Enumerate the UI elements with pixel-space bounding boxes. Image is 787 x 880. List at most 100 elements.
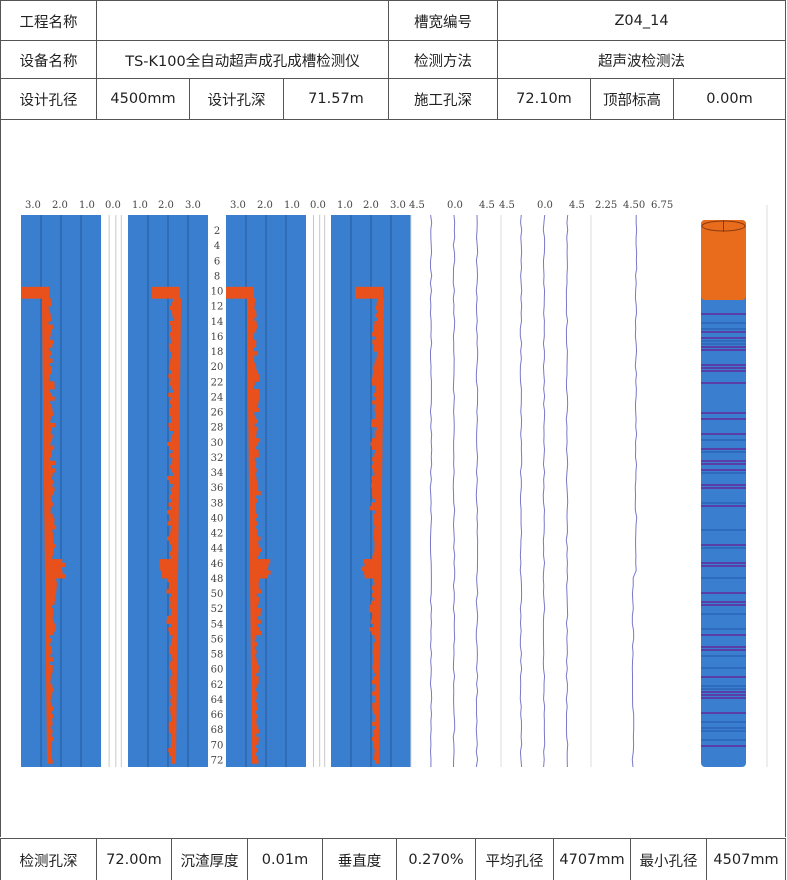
anomaly-mark — [170, 324, 181, 329]
anomaly-mark — [170, 683, 177, 689]
anomaly-mark — [46, 698, 51, 704]
anomaly-mark — [364, 574, 382, 579]
anomaly-mark — [171, 468, 180, 473]
anomaly-mark — [371, 438, 383, 443]
cylinder-band — [701, 649, 746, 651]
depth-tick-label: 54 — [211, 619, 224, 630]
anomaly-mark — [44, 555, 53, 560]
anomaly-mark — [46, 687, 54, 692]
anomaly-mark — [377, 309, 384, 314]
anomaly-mark — [372, 589, 381, 594]
anomaly-mark — [251, 680, 259, 685]
anomaly-mark — [251, 755, 257, 760]
anomaly-mark — [171, 759, 176, 764]
anomaly-mark — [251, 691, 258, 696]
anomaly-mark — [249, 566, 268, 571]
anomaly-mark — [45, 657, 54, 662]
anomaly-mark — [44, 562, 66, 568]
det-depth-label: 检测孔深 — [0, 839, 96, 880]
anomaly-mark — [166, 619, 178, 624]
anomaly-mark — [169, 604, 178, 609]
design-dia-value: 4500mm — [96, 79, 189, 119]
anomaly-mark — [168, 494, 179, 500]
anomaly-mark — [249, 570, 271, 575]
anomaly-mark — [41, 301, 52, 307]
anomaly-mark — [45, 627, 56, 632]
anomaly-mark — [46, 691, 53, 696]
anomaly-mark — [247, 339, 257, 345]
anomaly-mark — [250, 634, 257, 639]
anomaly-mark — [251, 698, 256, 704]
anomaly-mark — [373, 657, 381, 662]
anomaly-mark — [44, 491, 54, 496]
anomaly-mark — [250, 638, 255, 643]
anomaly-mark — [44, 513, 53, 518]
anomaly-mark — [249, 551, 260, 556]
anomaly-mark — [46, 751, 52, 757]
anomaly-mark — [169, 664, 178, 670]
cylinder-band — [701, 433, 746, 435]
anomaly-mark — [251, 672, 257, 677]
wave-axis-label: 2.0 — [257, 200, 273, 211]
header-row-1: 工程名称 槽宽编号 Z04_14 — [0, 0, 786, 41]
anomaly-mark — [171, 525, 179, 530]
cylinder-band — [701, 646, 746, 648]
anomaly-mark — [44, 498, 52, 503]
anomaly-mark — [368, 627, 381, 632]
top-elev-label: 顶部标高 — [590, 79, 673, 119]
anomaly-mark — [168, 721, 177, 726]
anomaly-mark — [251, 740, 259, 745]
anomaly-mark — [355, 294, 383, 299]
anomaly-mark — [372, 706, 380, 711]
anomaly-mark — [46, 736, 54, 742]
anomaly-mark — [42, 373, 50, 379]
depth-tick-label: 60 — [211, 665, 224, 676]
anomaly-mark — [248, 475, 257, 481]
anomaly-mark — [375, 385, 384, 390]
cylinder-band — [701, 562, 746, 564]
anomaly-mark — [169, 453, 180, 458]
anomaly-mark — [248, 441, 259, 447]
anomaly-mark — [248, 468, 257, 473]
anomaly-mark — [171, 702, 177, 708]
anomaly-mark — [42, 313, 51, 318]
anomaly-mark — [46, 740, 52, 745]
anomaly-mark — [170, 464, 180, 469]
anomaly-mark — [43, 479, 54, 484]
anomaly-mark — [169, 649, 178, 655]
method-label: 检测方法 — [388, 41, 497, 79]
avg-dia-label: 平均孔径 — [475, 839, 553, 880]
anomaly-mark — [363, 559, 382, 564]
cylinder-band — [701, 322, 746, 324]
anomaly-mark — [168, 748, 177, 753]
depth-tick-label: 30 — [211, 438, 224, 449]
anomaly-mark — [372, 691, 380, 696]
anomaly-mark — [372, 373, 384, 379]
anomaly-mark — [42, 335, 51, 341]
min-dia-value: 4507mm — [706, 839, 786, 880]
cylinder-band — [701, 367, 746, 369]
anomaly-mark — [168, 725, 177, 730]
line-axis-label: 4.50 — [623, 200, 645, 211]
anomaly-mark — [249, 532, 258, 537]
depth-tick-label: 34 — [211, 468, 224, 479]
anomaly-mark — [43, 411, 54, 416]
anomaly-mark — [167, 536, 179, 541]
anomaly-mark — [45, 577, 57, 583]
anomaly-mark — [42, 317, 52, 322]
cylinder-band — [701, 712, 746, 714]
anomaly-mark — [169, 479, 180, 484]
anomaly-mark — [44, 570, 63, 575]
anomaly-mark — [169, 706, 177, 711]
depth-tick-label: 26 — [211, 408, 224, 419]
anomaly-mark — [248, 456, 255, 462]
depth-tick-label: 32 — [211, 453, 224, 464]
anomaly-mark — [372, 649, 381, 655]
anomaly-mark — [168, 373, 181, 379]
anomaly-mark — [21, 290, 49, 295]
anomaly-mark — [251, 744, 256, 749]
anomaly-mark — [249, 562, 269, 568]
anomaly-mark — [169, 332, 181, 337]
anomaly-mark — [169, 551, 179, 556]
anomaly-mark — [168, 502, 179, 507]
